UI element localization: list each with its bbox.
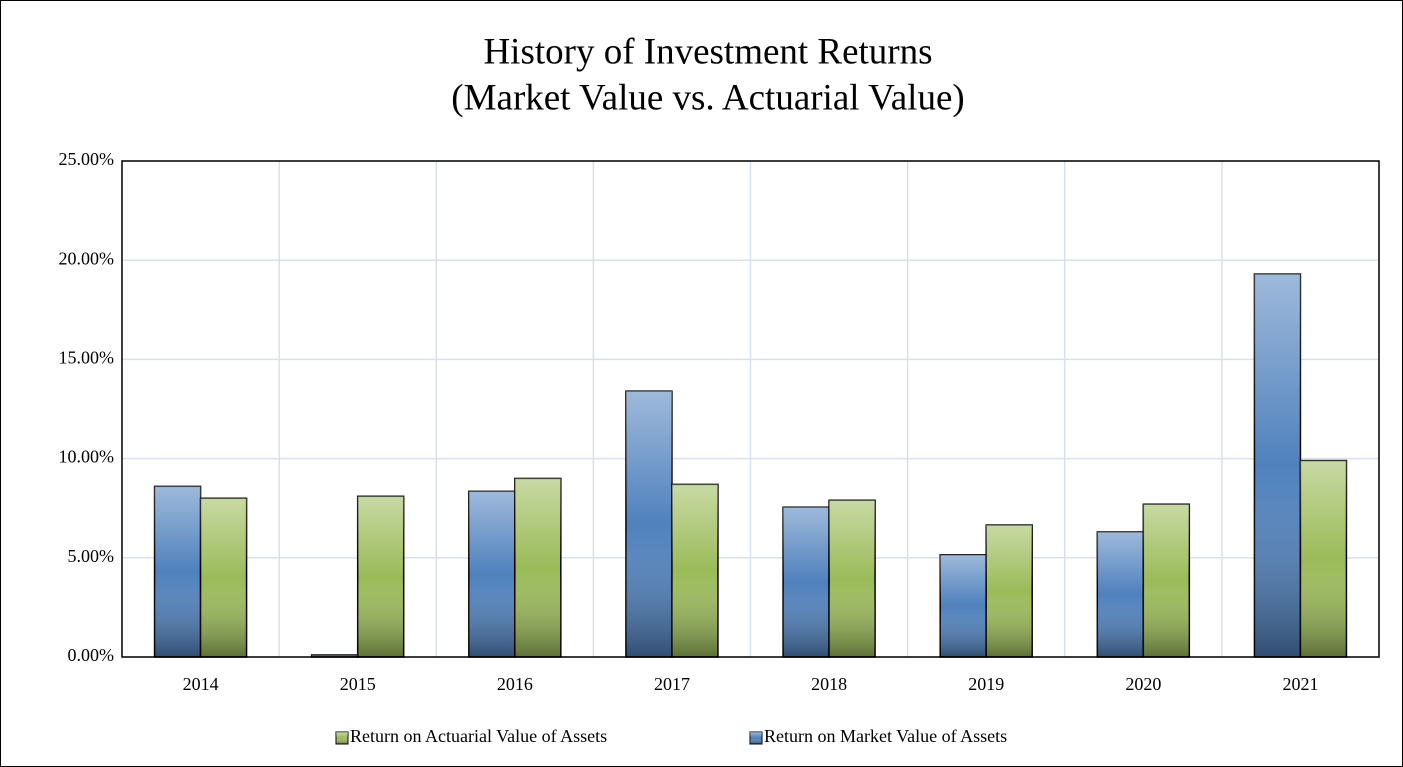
bar <box>828 499 876 658</box>
bar <box>1253 273 1302 658</box>
bar <box>356 495 405 658</box>
plot-border <box>121 160 1380 658</box>
legend-swatch-shade <box>750 732 762 744</box>
legend-swatch-shade <box>336 732 348 744</box>
x-tick-label: 2014 <box>183 674 219 694</box>
bar <box>1096 531 1145 658</box>
bar <box>1299 459 1348 658</box>
bar <box>1142 503 1191 658</box>
y-tick-label: 25.00% <box>59 149 115 169</box>
y-tick-label: 20.00% <box>59 248 115 268</box>
x-tick-label: 2015 <box>340 674 376 694</box>
x-tick-label: 2017 <box>654 674 690 694</box>
bar <box>671 483 719 658</box>
x-tick-label: 2018 <box>811 674 847 694</box>
x-tick-label: 2019 <box>968 674 1004 694</box>
y-tick-label: 0.00% <box>68 645 115 665</box>
bar <box>468 490 516 658</box>
bar <box>625 390 673 658</box>
bar <box>985 524 1033 658</box>
x-tick-label: 2021 <box>1282 674 1318 694</box>
chart-title: History of Investment Returns <box>483 31 932 72</box>
bar <box>199 497 248 658</box>
legend-label: Return on Market Value of Assets <box>764 726 1007 746</box>
y-tick-label: 10.00% <box>59 447 115 467</box>
x-tick-label: 2016 <box>497 674 533 694</box>
y-tick-label: 15.00% <box>59 348 115 368</box>
bar <box>153 485 202 658</box>
chart-subtitle: (Market Value vs. Actuarial Value) <box>451 77 964 118</box>
bar <box>782 506 830 658</box>
y-tick-label: 5.00% <box>68 546 115 566</box>
legend-label: Return on Actuarial Value of Assets <box>350 726 607 746</box>
bar <box>514 477 562 658</box>
x-tick-label: 2020 <box>1125 674 1161 694</box>
bar <box>939 554 987 658</box>
